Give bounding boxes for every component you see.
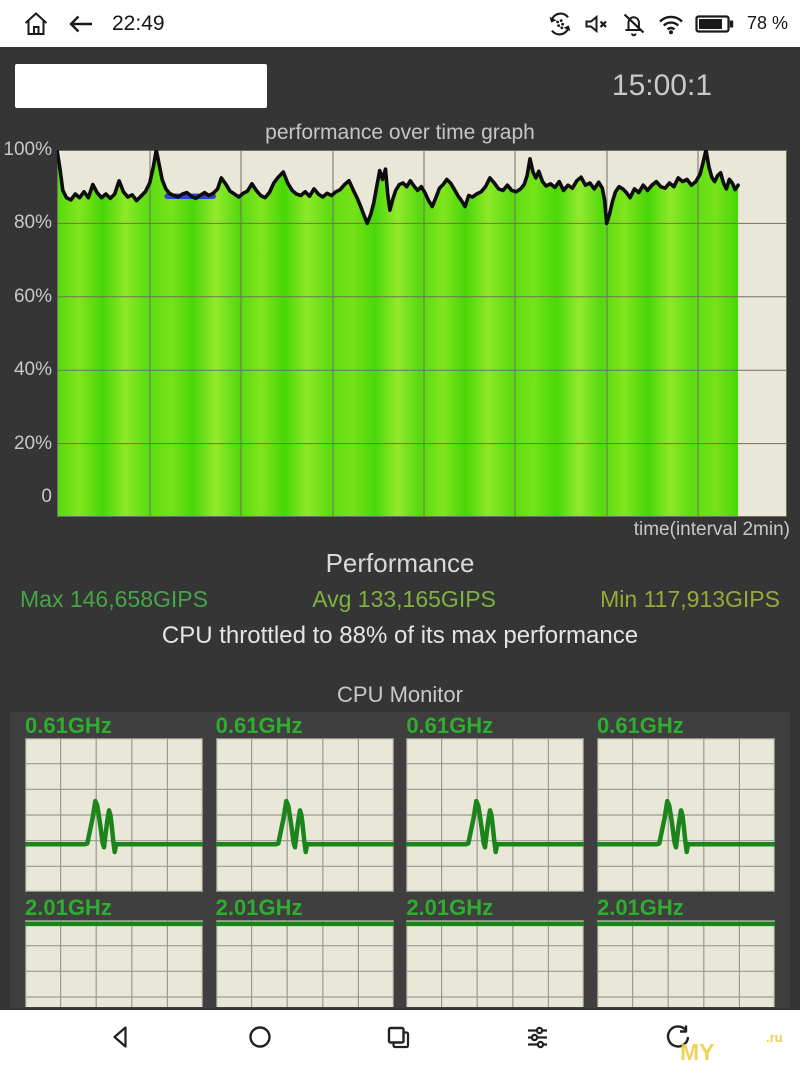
- x-axis-label: time(interval 2min): [633, 519, 790, 540]
- status-time: 22:49: [112, 11, 165, 35]
- y-tick-20: 20%: [13, 433, 52, 454]
- core-5-freq: 2.01GHz: [215, 895, 303, 920]
- elapsed-timer: 15:00:1: [611, 69, 712, 102]
- core-4-chart: [25, 920, 203, 1007]
- stat-min: Min 117,913GIPS: [600, 586, 780, 612]
- core-6-chart: [406, 920, 585, 1007]
- wifi-icon: [657, 11, 685, 36]
- nav-home-button[interactable]: [243, 1020, 277, 1057]
- core-3: 0.61GHz: [596, 713, 775, 892]
- nav-tune-button[interactable]: [520, 1020, 555, 1058]
- y-tick-60: 60%: [13, 286, 52, 307]
- recents-icon: [385, 1024, 412, 1054]
- performance-heading: Performance: [325, 548, 475, 578]
- core-5-chart: [215, 920, 394, 1007]
- core-3-chart: [596, 738, 775, 892]
- performance-stats: Max 146,658GIPS Avg 133,165GIPS Min 117,…: [0, 586, 800, 612]
- refresh-icon: [664, 1023, 692, 1054]
- core-0-freq: 0.61GHz: [25, 713, 112, 738]
- core-7: 2.01GHz: [596, 892, 775, 1007]
- nav-back-button[interactable]: [104, 1020, 138, 1057]
- core-2-chart: [406, 738, 585, 892]
- home-icon[interactable]: [22, 10, 50, 37]
- y-tick-80: 80%: [13, 212, 52, 233]
- back-arrow-icon[interactable]: [66, 11, 96, 37]
- core-1-freq: 0.61GHz: [215, 713, 303, 738]
- watermark-my: MY: [680, 1039, 715, 1065]
- core-5: 2.01GHz: [215, 892, 394, 1007]
- y-tick-40: 40%: [13, 359, 52, 380]
- cores-row-1: 0.61GHz 0.61GHz 0.61GHz 0.61GHz: [25, 714, 775, 892]
- watermark-ru: .ru: [766, 1030, 783, 1045]
- core-0: 0.61GHz: [25, 714, 203, 892]
- performance-chart-wrap: 100% 80% 60% 40% 20% 0: [0, 139, 800, 518]
- core-6: 2.01GHz: [406, 892, 585, 1007]
- nav-refresh-button[interactable]: [660, 1019, 696, 1058]
- throttle-text: CPU throttled to 88% of its max performa…: [161, 622, 639, 649]
- stat-max: Max 146,658GIPS: [20, 586, 208, 612]
- y-tick-100: 100%: [3, 139, 52, 160]
- core-2-freq: 0.61GHz: [406, 713, 494, 738]
- notifications-off-icon: [620, 11, 647, 37]
- cores-row-2: 2.01GHz 2.01GHz 2.01GHz 2.01GHz: [25, 892, 775, 1007]
- status-bar: 22:49: [0, 0, 800, 47]
- battery-icon: [695, 12, 735, 36]
- core-7-chart: [596, 920, 775, 1007]
- core-0-chart: [25, 738, 203, 892]
- back-icon: [108, 1024, 134, 1053]
- core-4-freq: 2.01GHz: [25, 895, 112, 920]
- nav-recents-button[interactable]: [381, 1020, 416, 1058]
- cpu-monitor-panel: 0.61GHz 0.61GHz 0.61GHz 0.61GHz 2.01GHz: [10, 712, 790, 1008]
- data-saver-icon: [547, 11, 573, 37]
- y-tick-0: 0: [41, 486, 52, 507]
- start-button[interactable]: [15, 64, 267, 108]
- core-4: 2.01GHz: [25, 892, 203, 1007]
- core-3-freq: 0.61GHz: [596, 713, 684, 738]
- top-bar: 15:00:1: [0, 47, 800, 108]
- tune-icon: [524, 1024, 551, 1054]
- home-circle-icon: [247, 1024, 273, 1053]
- core-1-chart: [215, 738, 394, 892]
- core-6-freq: 2.01GHz: [406, 895, 494, 920]
- core-2: 0.61GHz: [406, 713, 585, 892]
- stat-avg: Avg 133,165GIPS: [312, 586, 496, 612]
- core-1: 0.61GHz: [215, 713, 394, 892]
- graph-title: performance over time graph: [265, 121, 535, 144]
- battery-percent: 78 %: [746, 13, 788, 33]
- cpu-throttling-test-app: 15:00:1 performance over time graph 100%…: [0, 47, 800, 1010]
- performance-chart: [55, 148, 787, 518]
- cpu-monitor-title: CPU Monitor: [337, 682, 463, 707]
- navigation-bar: MY .ru: [0, 1010, 800, 1067]
- core-7-freq: 2.01GHz: [596, 895, 684, 920]
- volume-muted-icon: [583, 11, 610, 37]
